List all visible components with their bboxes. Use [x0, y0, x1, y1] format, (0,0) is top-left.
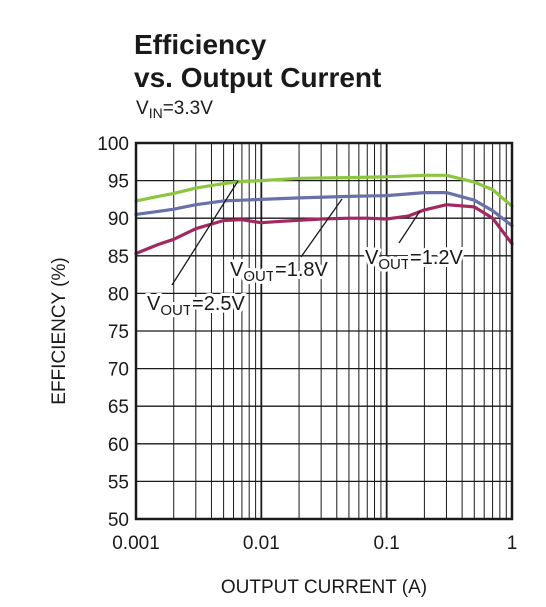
- chart-subtitle: VIN=3.3V: [136, 98, 213, 121]
- series-line-2: [134, 191, 514, 228]
- annotation-leader: [398, 210, 421, 244]
- annotation-leader: [171, 180, 239, 286]
- annotation-sub: OUT: [160, 302, 192, 319]
- annotation-label: VOUT=1.2V: [365, 247, 463, 273]
- y-tick-label: 85: [108, 247, 129, 268]
- y-tick-label: 70: [108, 360, 129, 381]
- x-axis-label: OUTPUT CURRENT (A): [221, 577, 427, 598]
- annotation-main: V: [365, 247, 379, 269]
- x-tick-label: 0.001: [112, 533, 160, 554]
- y-tick-label: 100: [97, 134, 129, 155]
- y-tick-label: 55: [108, 472, 129, 493]
- annotation-label: VOUT=1.8V: [230, 259, 328, 285]
- subtitle-main: V: [136, 98, 149, 119]
- y-tick-label: 60: [108, 435, 129, 456]
- annotation-sub: OUT: [378, 256, 410, 273]
- annotation-main: V: [147, 293, 161, 315]
- grid-major-lines: [136, 143, 512, 519]
- annotation-rest: =1.2V: [410, 247, 463, 269]
- y-tick-label: 90: [108, 209, 129, 230]
- annotation-sub: OUT: [243, 268, 275, 285]
- y-axis-label: EFFICIENCY (%): [49, 257, 70, 404]
- x-tick-label: 1: [507, 533, 518, 554]
- annotation-rest: =2.5V: [192, 293, 245, 315]
- x-tick-label: 0.01: [243, 533, 280, 554]
- y-tick-label: 65: [108, 397, 129, 418]
- chart-title: Efficiency vs. Output Current: [134, 28, 381, 94]
- tick-labels: 50 55 60 65 70 75 80 85 90 95 100 0.001 0.01 0.1 1: [97, 134, 517, 554]
- subtitle-rest: =3.3V: [162, 98, 213, 119]
- annotation-main: V: [230, 259, 244, 281]
- chart-title-line1: Efficiency: [134, 29, 267, 60]
- x-tick-label: 0.1: [373, 533, 399, 554]
- annotation-rest: =1.8V: [275, 259, 328, 281]
- plot-frame: [134, 141, 514, 521]
- annotation-leader: [300, 198, 343, 258]
- chart-title-line2: vs. Output Current: [134, 62, 382, 93]
- series-line-1: [134, 173, 514, 208]
- y-tick-label: 75: [108, 322, 129, 343]
- subtitle-sub: IN: [148, 105, 163, 121]
- annotation-label: VOUT=2.5V: [147, 293, 245, 319]
- y-tick-label: 50: [108, 510, 129, 531]
- y-tick-label: 80: [108, 284, 129, 305]
- series-line-3: [134, 203, 514, 256]
- series-layer: [134, 173, 514, 256]
- y-tick-label: 95: [108, 172, 129, 193]
